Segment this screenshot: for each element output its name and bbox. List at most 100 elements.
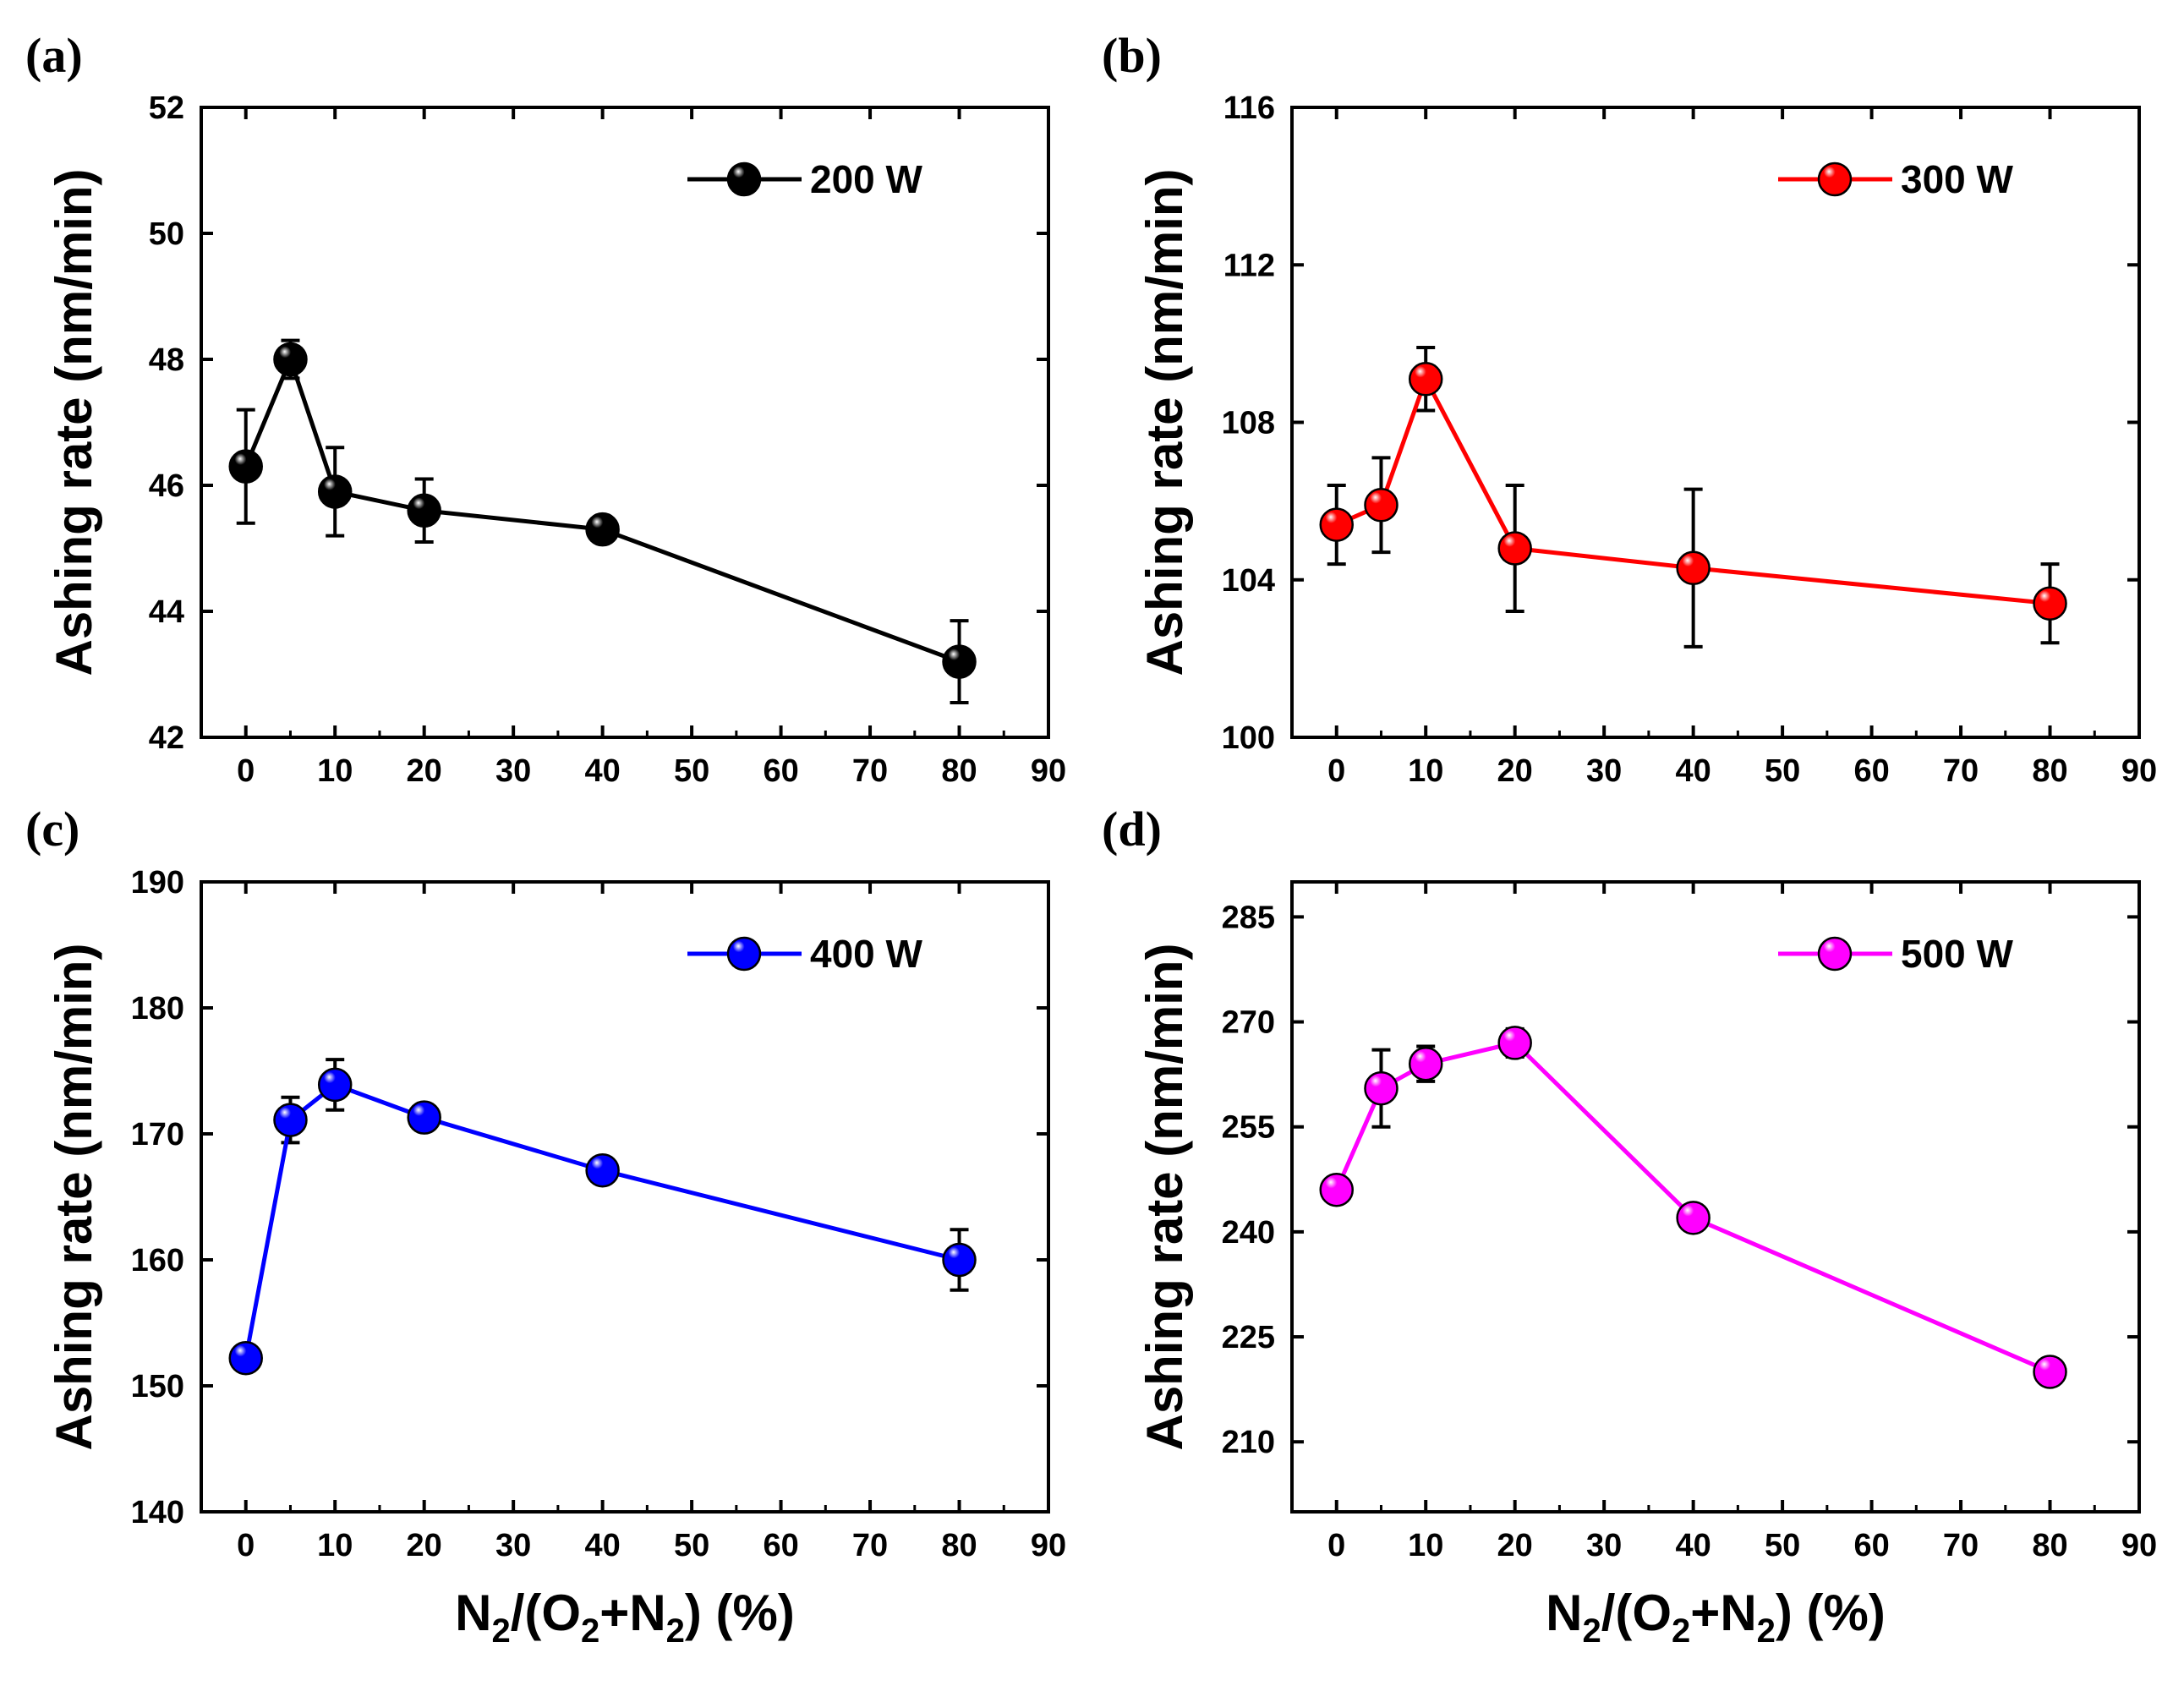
data-point [1497,531,1532,566]
data-point [1408,362,1443,397]
data-point [228,449,263,484]
data-point [1319,1172,1354,1207]
x-title-part: ) (%) [1776,1585,1886,1641]
y-tick-label: 160 [131,1243,184,1278]
y-tick-label: 285 [1222,900,1275,935]
axes-frame [1290,106,2141,739]
x-title-part: +N [599,1585,665,1641]
axes-frame [200,106,1050,739]
x-tick-label: 30 [1586,753,1622,789]
x-tick-label: 80 [2032,1528,2067,1563]
chart-panel-b: (b) 0 10 20 30 40 50 60 70 80 90 100 104 108 112 116 Ash… [1102,28,2157,789]
x-tick-label: 10 [317,753,353,789]
x-tick-label: 80 [2032,753,2067,789]
data-point [317,1067,353,1103]
x-title-part: +N [1690,1585,1756,1641]
y-tick-label: 240 [1222,1215,1275,1251]
x-tick-label: 0 [1327,753,1345,789]
data-point [1364,1070,1399,1106]
y-tick-label: 225 [1222,1320,1275,1355]
x-title-subscript: 2 [1582,1612,1601,1650]
data-point [585,512,620,547]
y-tick-label: 104 [1222,563,1275,599]
y-tick-label: 190 [131,865,184,900]
x-title-part: ) (%) [685,1585,795,1641]
chart-panel-d: (d) 0 10 20 30 40 50 60 70 80 90 210 225 240 255 270 285… [1102,802,2157,1650]
y-tick-label: 170 [131,1117,184,1152]
data-point [407,493,441,528]
data-point [2033,586,2067,621]
data-point [1676,550,1711,586]
x-tick-label: 50 [674,1528,709,1563]
y-tick-label: 210 [1222,1425,1275,1460]
x-title-subscript: 2 [1757,1612,1776,1650]
series-line [244,353,961,664]
x-title-part: N [1546,1585,1582,1641]
legend-label: 300 W [1901,157,2014,201]
data-point [1364,488,1399,523]
data-point [2033,1355,2067,1389]
x-tick-label: 90 [2121,753,2157,789]
x-tick-label: 40 [1675,753,1711,789]
y-tick-label: 255 [1222,1110,1275,1146]
legend-marker [1817,161,1853,197]
legend-marker [726,936,762,972]
x-tick-label: 50 [1765,1528,1800,1563]
x-tick-label: 70 [1943,753,1979,789]
x-tick-label: 10 [317,1528,353,1563]
legend-marker [1817,936,1853,972]
data-point [228,1340,263,1376]
x-tick-label: 70 [1943,1528,1979,1563]
x-tick-label: 10 [1408,753,1443,789]
y-tick-label: 52 [149,90,184,126]
x-tick-label: 0 [237,1528,255,1563]
y-axis-title: Ashing rate (nm/min) [1136,168,1193,676]
x-title-part: /(O [1601,1585,1672,1641]
data-point [1676,1201,1711,1235]
x-axis-title: N2/(O2+N2) (%) [455,1585,795,1650]
data-point [273,342,308,377]
data-point [1319,507,1354,542]
x-tick-label: 20 [407,753,442,789]
x-tick-label: 90 [1031,753,1066,789]
panel-label: (b) [1102,28,1162,83]
x-title-subscript: 2 [1672,1612,1690,1650]
legend-label: 500 W [1901,932,2014,976]
axes-frame [1290,880,2141,1514]
x-title-subscript: 2 [491,1612,510,1650]
x-tick-label: 70 [852,753,888,789]
x-axis-title: N2/(O2+N2) (%) [1546,1585,1886,1650]
y-tick-label: 100 [1222,720,1275,756]
y-tick-label: 46 [149,468,184,504]
y-axis-title: Ashing rate (nm/min) [1136,943,1193,1450]
x-tick-label: 0 [237,753,255,789]
data-point [317,474,353,509]
x-tick-label: 0 [1327,1528,1345,1563]
x-tick-label: 60 [1853,753,1889,789]
x-tick-label: 30 [495,753,531,789]
panel-label: (a) [25,28,83,83]
x-tick-label: 20 [1497,753,1533,789]
y-tick-label: 112 [1223,248,1275,283]
x-tick-label: 90 [2121,1528,2157,1563]
y-axis-title: Ashing rate (nm/min) [46,168,102,676]
y-tick-label: 140 [131,1495,184,1530]
y-tick-label: 50 [149,216,184,252]
data-point [1408,1046,1443,1081]
x-tick-label: 60 [763,1528,798,1563]
x-tick-label: 60 [1853,1528,1889,1563]
data-point [407,1100,441,1135]
y-tick-label: 44 [149,594,184,630]
y-tick-label: 108 [1222,406,1275,441]
x-tick-label: 50 [674,753,709,789]
x-tick-label: 40 [584,753,620,789]
x-tick-label: 10 [1408,1528,1443,1563]
x-tick-label: 30 [495,1528,531,1563]
series-line [244,1082,961,1359]
panel-label: (c) [25,802,79,857]
x-tick-label: 40 [1675,1528,1711,1563]
series-line [1334,1040,2051,1374]
chart-panel-a: (a) 0 10 20 30 40 50 60 70 80 90 42 44 46 48 50 52 Ashing… [25,28,1066,789]
y-tick-label: 180 [131,991,184,1026]
